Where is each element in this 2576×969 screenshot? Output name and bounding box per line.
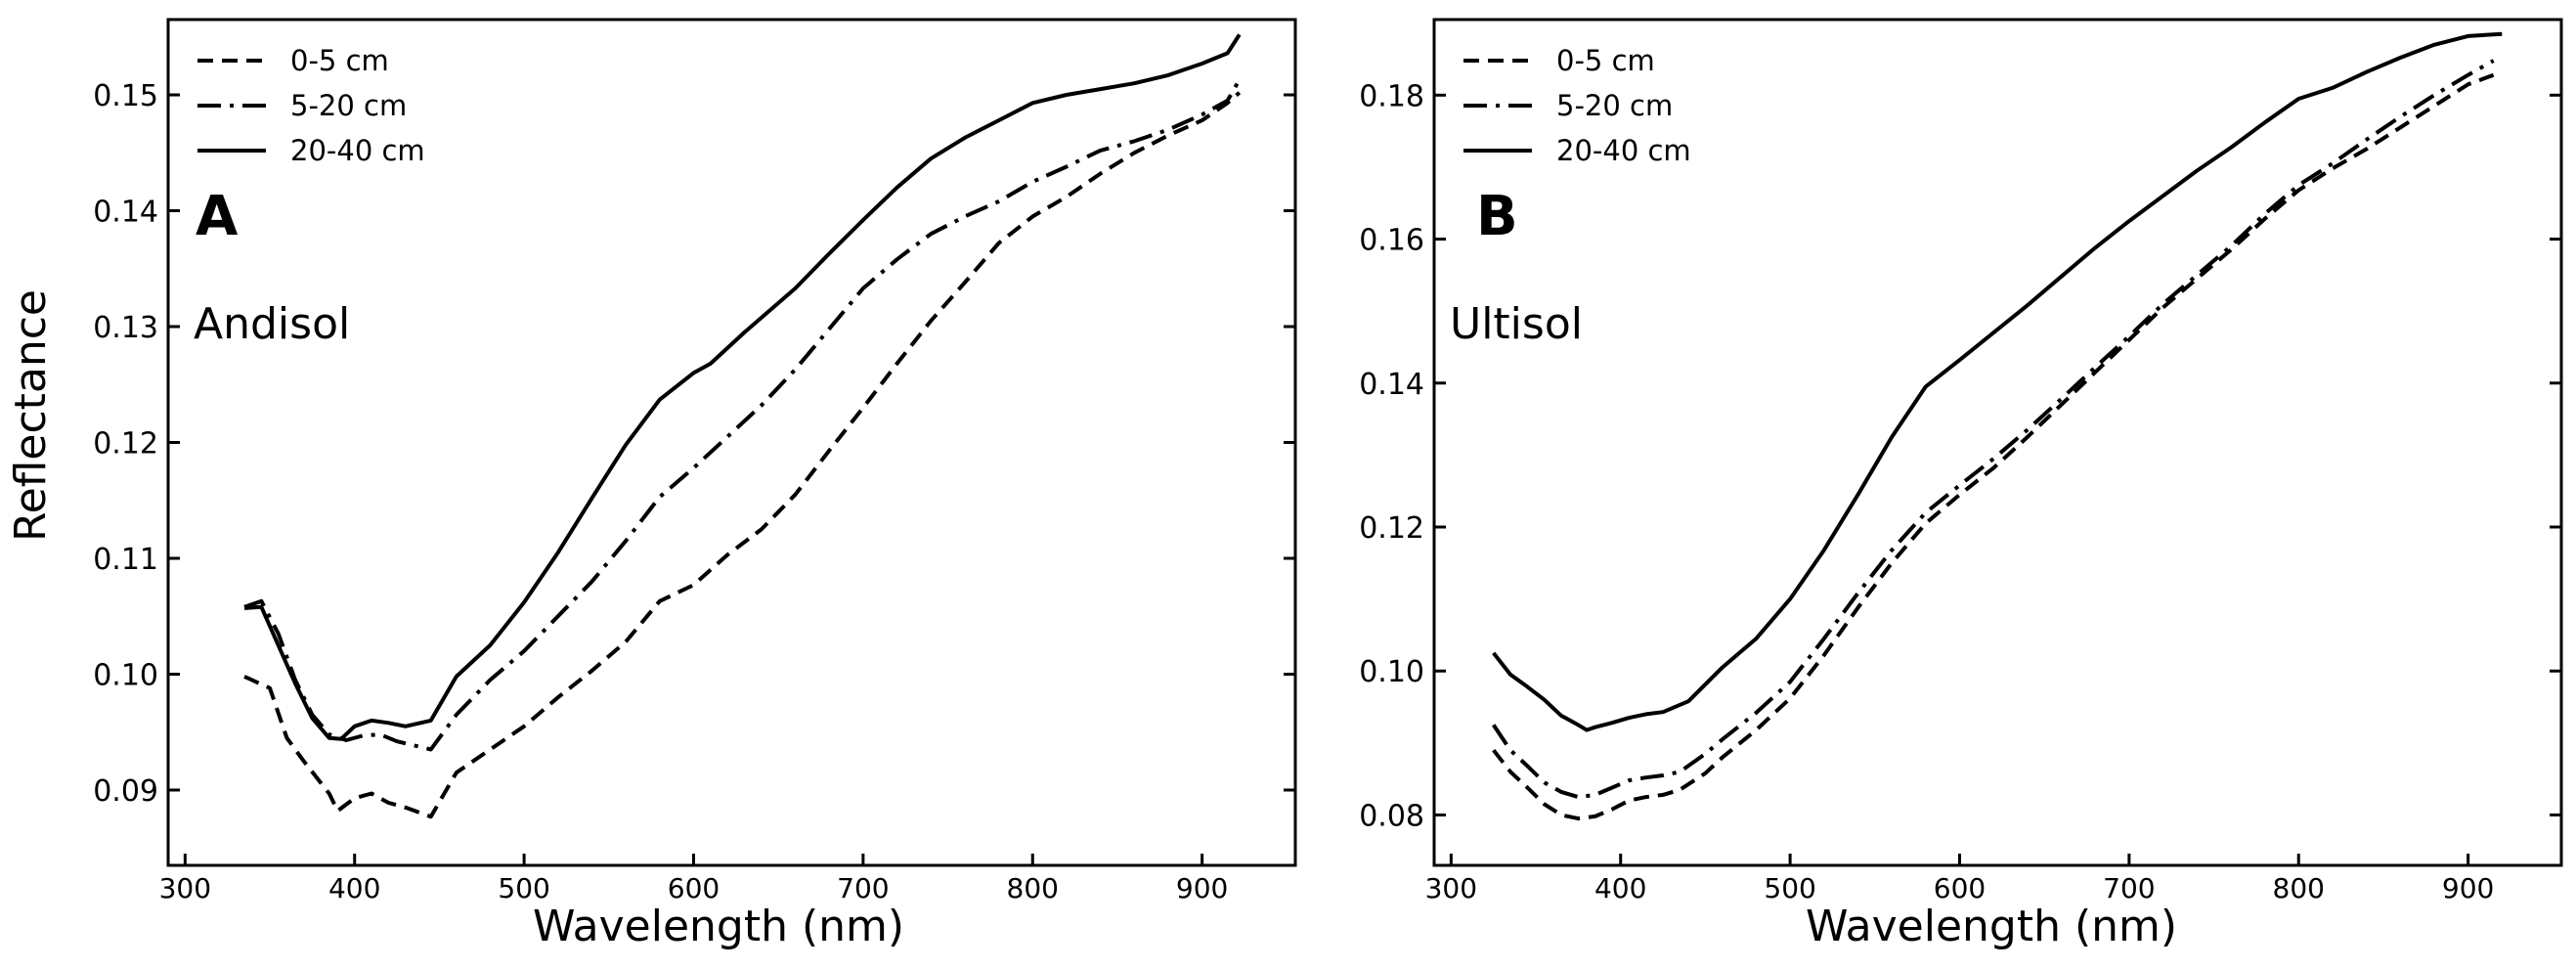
x-tick-label: 500 xyxy=(498,872,549,904)
x-axis-label: Wavelength (nm) xyxy=(1806,902,2177,951)
y-tick-label: 0.16 xyxy=(1359,224,1424,258)
x-tick-label: 900 xyxy=(1176,872,1228,904)
legend-label: 0-5 cm xyxy=(1556,44,1655,77)
y-tick-label: 0.10 xyxy=(1359,655,1424,689)
legend-label: 20-40 cm xyxy=(1556,134,1691,167)
x-tick-label: 700 xyxy=(837,872,889,904)
legend-label: 20-40 cm xyxy=(290,134,425,167)
ticks-layer: 300 400 500 600 700 800 900 0.09 0.10 0.11 0.12 0.1… xyxy=(93,79,1295,904)
y-tick-label: 0.14 xyxy=(93,196,158,230)
y-tick-label: 0.14 xyxy=(1359,368,1424,402)
y-tick-label: 0.18 xyxy=(1359,79,1424,113)
y-axis-label: Reflectance xyxy=(6,289,56,542)
x-tick-label: 300 xyxy=(1425,872,1477,904)
series-line-20-40-cm xyxy=(243,33,1242,741)
x-tick-label: 800 xyxy=(2273,872,2325,904)
y-tick-label: 0.13 xyxy=(93,311,158,345)
x-tick-label: 600 xyxy=(1934,872,1986,904)
legend-label: 0-5 cm xyxy=(290,44,389,77)
legend: 0-5 cm 5-20 cm 20-40 cm xyxy=(197,44,425,167)
y-tick-label: 0.09 xyxy=(93,774,158,809)
soil-type-label: Ultisol xyxy=(1450,299,1583,349)
series-line-0-5-cm xyxy=(243,91,1242,819)
x-tick-label: 400 xyxy=(328,872,380,904)
series-layer xyxy=(1492,31,2503,821)
x-tick-label: 500 xyxy=(1764,872,1815,904)
x-tick-label: 900 xyxy=(2442,872,2494,904)
plot-frame xyxy=(1432,18,2563,867)
soil-type-label: Andisol xyxy=(194,299,350,349)
y-tick-label: 0.10 xyxy=(93,658,158,692)
legend-label: 5-20 cm xyxy=(290,89,407,122)
x-axis-label: Wavelength (nm) xyxy=(533,902,904,951)
panel-a: Reflectance Wavelength (nm) 300 400 500 600… xyxy=(6,18,1297,951)
series-line-20-40-cm xyxy=(1492,31,2503,732)
x-tick-label: 800 xyxy=(1007,872,1059,904)
y-tick-label: 0.12 xyxy=(1359,511,1424,546)
legend: 0-5 cm 5-20 cm 20-40 cm xyxy=(1463,44,1691,167)
plot-frame xyxy=(166,18,1297,867)
y-tick-label: 0.08 xyxy=(1359,799,1424,833)
y-tick-label: 0.15 xyxy=(93,79,158,113)
panel-letter: A xyxy=(196,185,239,248)
y-tick-label: 0.11 xyxy=(93,543,158,577)
ticks-layer: 300 400 500 600 700 800 900 0.08 0.10 0.12 0.14 0.1… xyxy=(1359,79,2561,904)
panel-letter: B xyxy=(1476,185,1518,248)
x-tick-label: 400 xyxy=(1594,872,1646,904)
series-layer xyxy=(243,33,1242,819)
y-tick-label: 0.12 xyxy=(93,427,158,462)
x-tick-label: 700 xyxy=(2103,872,2155,904)
legend-label: 5-20 cm xyxy=(1556,89,1673,122)
x-tick-label: 300 xyxy=(159,872,211,904)
panel-b: Wavelength (nm) 300 400 500 600 700 800 900 0.0… xyxy=(1359,18,2563,951)
series-line-0-5-cm xyxy=(1492,72,2495,821)
series-line-5-20-cm xyxy=(1492,59,2495,800)
x-tick-label: 600 xyxy=(668,872,720,904)
